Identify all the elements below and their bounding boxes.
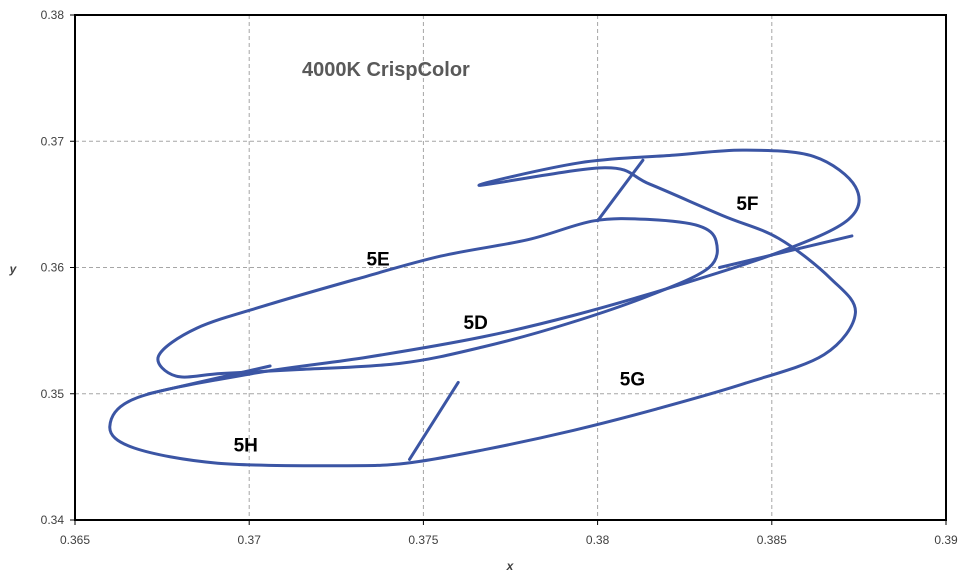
tick-labels: 0.365 0.37 0.375 0.38 0.385 0.39 0.34 0.35 0.36 0… bbox=[41, 8, 958, 547]
bin-label-5f: 5F bbox=[736, 194, 758, 215]
divider-5g-5h-line bbox=[408, 380, 460, 461]
bin-labels: 5D 5E 5F 5G 5H bbox=[234, 194, 759, 456]
y-axis-label: y bbox=[9, 262, 18, 276]
gridlines bbox=[75, 15, 946, 520]
outer-ellipse-line bbox=[108, 148, 861, 468]
x-axis-label: x bbox=[506, 559, 515, 573]
x-tick-label: 0.37 bbox=[238, 533, 262, 547]
y-tick-label: 0.37 bbox=[41, 134, 65, 148]
x-tick-label: 0.38 bbox=[586, 533, 610, 547]
divider-5e-5f-line bbox=[596, 158, 645, 223]
x-tick-label: 0.365 bbox=[60, 533, 90, 547]
bin-boundaries bbox=[108, 148, 861, 468]
chart-title: 4000K CrispColor bbox=[302, 59, 470, 81]
x-tick-label: 0.39 bbox=[934, 533, 958, 547]
bin-label-5h: 5H bbox=[234, 435, 258, 456]
bin-label-5g: 5G bbox=[620, 370, 645, 391]
bin-label-5d: 5D bbox=[464, 313, 488, 334]
divider-5h-5e-line bbox=[146, 364, 272, 396]
bin-label-5e: 5E bbox=[366, 250, 389, 271]
y-tick-label: 0.36 bbox=[41, 261, 65, 275]
y-tick-label: 0.38 bbox=[41, 8, 65, 22]
y-tick-label: 0.34 bbox=[41, 513, 65, 527]
plot-area-frame bbox=[74, 14, 947, 521]
divider-5f-5g-line bbox=[718, 234, 854, 269]
x-tick-label: 0.385 bbox=[757, 533, 787, 547]
x-tick-label: 0.375 bbox=[408, 533, 438, 547]
inner-ellipse-line bbox=[156, 217, 719, 379]
y-tick-label: 0.35 bbox=[41, 387, 65, 401]
